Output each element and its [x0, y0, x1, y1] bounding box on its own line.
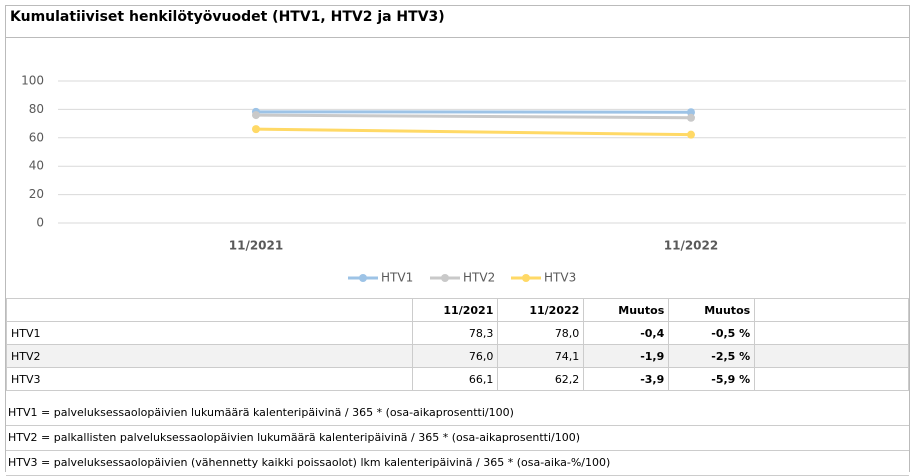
legend-marker [441, 274, 449, 282]
table-cell: -2,5 % [669, 345, 755, 368]
legend-marker [522, 274, 530, 282]
x-tick-label: 11/2022 [664, 239, 718, 253]
series-line [256, 115, 691, 118]
note: HTV1 = palveluksessaolopäivien lukumäärä… [6, 401, 909, 426]
legend-label: HTV1 [381, 271, 413, 285]
header-cell: 11/2021 [413, 299, 498, 322]
table-cell: -0,4 [584, 322, 669, 345]
header-cell [7, 299, 413, 322]
report: Kumulatiiviset henkilötyövuodet (HTV1, H… [5, 5, 910, 472]
table-cell [755, 322, 909, 345]
header-cell: Muutos [669, 299, 755, 322]
series-line [256, 129, 691, 135]
table-cell: -5,9 % [669, 368, 755, 391]
notes: HTV1 = palveluksessaolopäivien lukumäärä… [6, 401, 909, 476]
point [687, 114, 695, 122]
table-cell: 66,1 [413, 368, 498, 391]
legend-label: HTV2 [463, 271, 495, 285]
table-cell: -1,9 [584, 345, 669, 368]
y-tick-label: 40 [29, 159, 44, 173]
table-cell [755, 345, 909, 368]
header-cell: Muutos [584, 299, 669, 322]
table-cell: HTV3 [7, 368, 413, 391]
table-cell: -3,9 [584, 368, 669, 391]
table-cell: 78,3 [413, 322, 498, 345]
y-tick-label: 80 [29, 102, 44, 116]
y-tick-label: 60 [29, 130, 44, 144]
legend-label: HTV3 [544, 271, 576, 285]
table-cell: 78,0 [498, 322, 584, 345]
table-cell: HTV1 [7, 322, 413, 345]
y-tick-label: 0 [36, 216, 44, 230]
chart: 0 20 40 60 80 100 11/2021 11/2022 HTV1 HTV2 HTV3 [6, 37, 909, 295]
chart-title: Kumulatiiviset henkilötyövuodet (HTV1, H… [10, 9, 445, 25]
point [687, 131, 695, 139]
x-tick-label: 11/2021 [229, 239, 283, 253]
point [252, 111, 260, 119]
header-cell [755, 299, 909, 322]
table-cell: HTV2 [7, 345, 413, 368]
table-cell: -0,5 % [669, 322, 755, 345]
point [252, 125, 260, 133]
table-cell: 74,1 [498, 345, 584, 368]
table-cell [755, 368, 909, 391]
table-cell: 76,0 [413, 345, 498, 368]
note: HTV3 = palveluksessaolopäivien (vähennet… [6, 451, 909, 476]
y-tick-label: 100 [21, 74, 44, 88]
y-tick-label: 20 [29, 187, 44, 201]
table-cell: 62,2 [498, 368, 584, 391]
legend-marker [359, 274, 367, 282]
header-cell: 11/2022 [498, 299, 584, 322]
note: HTV2 = palkallisten palveluksessaolopäiv… [6, 426, 909, 451]
